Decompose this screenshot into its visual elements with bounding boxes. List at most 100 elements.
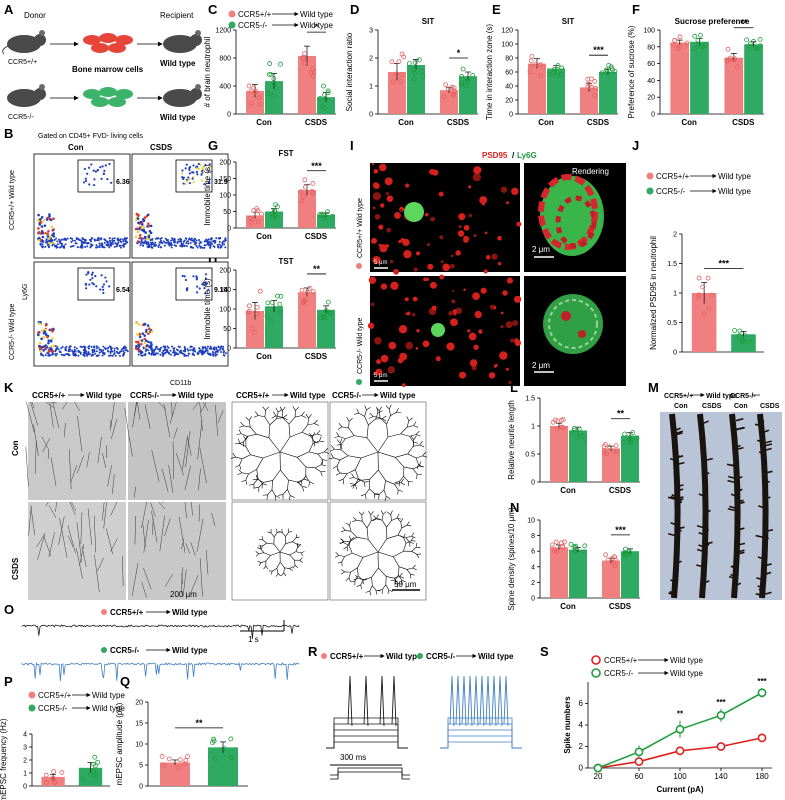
punctum (483, 269, 488, 274)
dendrite (307, 418, 309, 425)
data-point (330, 213, 336, 219)
punctum (468, 213, 473, 218)
bar (246, 215, 264, 228)
y-tick-label: 1200 (215, 28, 231, 35)
spike (449, 675, 455, 727)
gate-value: 6.36 (116, 179, 130, 186)
dendrite (288, 424, 291, 438)
event (54, 345, 57, 348)
event (142, 347, 145, 350)
data-point (727, 57, 733, 63)
dendrite (270, 532, 275, 538)
dendrite (345, 435, 355, 440)
event (177, 353, 180, 356)
data-point (299, 287, 305, 293)
dendrite (258, 552, 264, 554)
bar (317, 214, 335, 228)
dendrite (368, 416, 374, 419)
y-tick-label: 100 (219, 307, 231, 314)
neurite (190, 574, 199, 594)
dendrite (355, 478, 359, 485)
dendrite (373, 515, 377, 520)
data-point (747, 41, 753, 47)
spine (728, 575, 737, 580)
dendrite (409, 434, 417, 437)
spine (763, 447, 772, 452)
event (93, 346, 96, 349)
event (145, 237, 149, 240)
dendrite (262, 451, 281, 459)
dendrite (230, 456, 236, 459)
event (47, 341, 50, 345)
data-point (672, 37, 678, 43)
dendrite (305, 466, 316, 469)
event (146, 330, 150, 333)
event (193, 353, 196, 356)
dendrite (258, 482, 264, 488)
dendrite (354, 575, 359, 582)
y-axis-label: # of brain neutrophil (203, 36, 212, 107)
data-point (551, 66, 557, 72)
event (61, 242, 64, 245)
dendrite (309, 433, 313, 437)
punctum (468, 332, 477, 341)
data-point (325, 209, 330, 215)
scale-bar-label: 2 μm (532, 245, 550, 254)
event (179, 244, 182, 247)
event (182, 176, 185, 179)
data-point (582, 436, 588, 442)
spine (726, 463, 737, 468)
action-potentials-wt (326, 675, 408, 749)
spine (727, 507, 737, 512)
mouse-icon (7, 84, 46, 107)
event (84, 283, 88, 286)
spine (763, 591, 772, 596)
event (197, 167, 200, 170)
event (111, 241, 114, 244)
punctum (439, 235, 444, 240)
data-point (92, 754, 98, 760)
event (178, 350, 181, 353)
event (94, 352, 97, 355)
y-axis-label: Time in interaction zone (s) (485, 24, 494, 121)
data-point (213, 755, 218, 761)
svg-text:Wild type: Wild type (178, 391, 214, 400)
event (46, 335, 49, 339)
event (217, 246, 220, 249)
event (101, 165, 104, 168)
data-point (705, 275, 711, 281)
event (181, 172, 184, 175)
dendrite (294, 415, 302, 418)
event (147, 349, 150, 352)
panel-a: Donor Recipient CCR5+/+ Bone marrow cell… (2, 11, 202, 122)
punctum (463, 235, 469, 241)
dendrite (314, 441, 320, 444)
svg-text:Wild type: Wild type (380, 391, 416, 400)
golgi-neurons (25, 401, 224, 598)
event (194, 237, 197, 240)
svg-text:D: D (350, 2, 359, 17)
event (136, 230, 140, 234)
event (107, 354, 110, 357)
neurite (86, 452, 90, 468)
spine (735, 446, 744, 451)
neurite (182, 569, 187, 597)
y-tick-label: 3 (369, 28, 373, 35)
dendrite (250, 454, 264, 459)
dendrite (388, 589, 393, 593)
group-label: CSDS (447, 118, 470, 127)
neurite (181, 572, 183, 585)
dendrite (415, 430, 420, 435)
punctum (413, 267, 418, 272)
data-point (300, 54, 306, 60)
event (115, 350, 118, 353)
neurite (172, 441, 175, 480)
event (175, 244, 178, 247)
event (193, 347, 196, 350)
data-point (586, 81, 592, 87)
title-separator: / (512, 151, 515, 160)
bar (547, 68, 565, 114)
data-point (257, 288, 263, 294)
event (121, 238, 124, 241)
y-tick-label: 0 (531, 480, 535, 487)
